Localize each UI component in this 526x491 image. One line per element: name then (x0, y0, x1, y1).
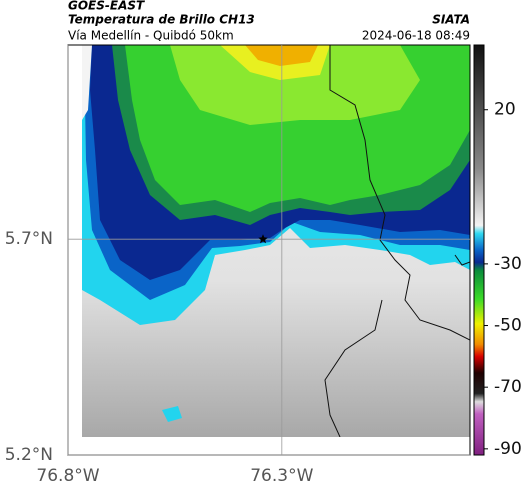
colorbar-tick-label: -90 (494, 439, 522, 459)
colorbar-tick-label: -70 (494, 377, 522, 397)
colorbar-tick-label: 20 (494, 100, 516, 120)
source: SIATA (432, 13, 470, 27)
subtitle: Temperatura de Brillo CH13 (68, 13, 255, 27)
satellite-image (82, 45, 470, 437)
colorbar-tick-label: -30 (494, 254, 522, 274)
route: Vía Medellín - Quibdó 50km (68, 29, 234, 43)
title: GOES-EAST (68, 0, 145, 13)
lon-tick-label: 76.8°W (36, 466, 99, 486)
datetime: 2024-06-18 08:49 (362, 29, 470, 43)
lat-tick-label: 5.2°N (5, 445, 53, 465)
lat-tick-label: 5.7°N (5, 229, 53, 249)
station-marker (258, 234, 268, 244)
colorbar (473, 44, 485, 456)
colorbar-tick-label: -50 (494, 316, 522, 336)
lon-tick-label: 76.3°W (250, 466, 313, 486)
